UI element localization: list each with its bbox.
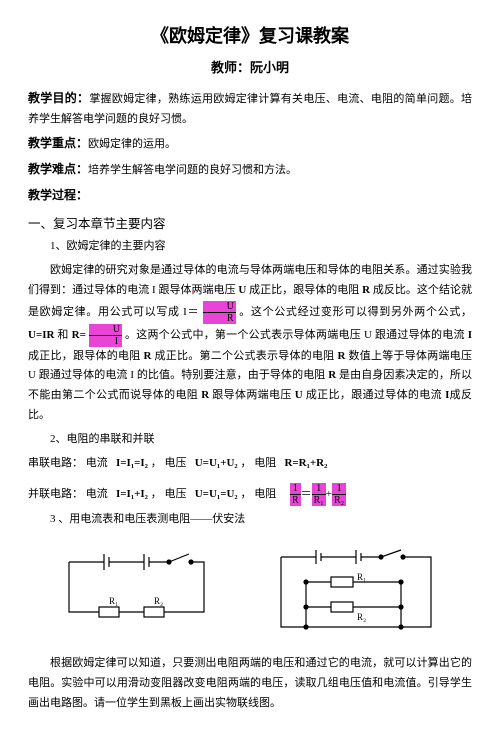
series-current: I=I₁=I₂ [116, 457, 148, 469]
difficulty-row: 教学难点：培养学生解答电学问题的良好习惯和方法。 [28, 159, 472, 181]
teacher-line: 教师：阮小明 [28, 56, 472, 79]
frac-r1: R₁ [312, 495, 326, 506]
series-voltage-lbl: 电压 [164, 457, 186, 469]
frac-1c: 1 [332, 483, 346, 495]
series-current-lbl: 电流 [86, 457, 108, 469]
parallel-circuit-diagram: R₁ R₂ [261, 542, 451, 642]
process-row: 教学过程： [28, 185, 472, 207]
goal-text: 掌握欧姆定律，熟练运用欧姆定律计算有关电压、电流、电阻的简单问题。培养学生解答电… [28, 93, 472, 125]
frac-1b: 1 [312, 483, 326, 495]
section-1-heading: 一、复习本章节主要内容 [28, 213, 472, 236]
fraction-1-over-r2: 1R₂ [332, 483, 346, 506]
frac-ra: R [290, 495, 301, 506]
doc-title: 《欧姆定律》复习课教案 [28, 20, 472, 52]
parallel-voltage-lbl: 电压 [164, 488, 186, 500]
formula-r-eq: R= [72, 329, 89, 341]
comma-3: ， [151, 488, 162, 500]
item-3-heading: 3 、用电流表和电压表测电阻——伏安法 [28, 510, 472, 530]
eq-1: ＝ [301, 488, 312, 500]
series-r2-label: R₂ [154, 596, 163, 606]
series-label: 串联电路： [28, 457, 83, 469]
r-symbol-5: R [201, 389, 209, 401]
r-symbol-4: R [328, 369, 336, 381]
frac-1a: 1 [290, 483, 301, 495]
process-label: 教学过程： [28, 188, 88, 202]
series-row: 串联电路： 电流 I=I₁=I₂ ， 电压 U=U₁+U₂ ， 电阻 R=R₁+… [28, 454, 472, 474]
frac-num-u: U [203, 301, 236, 313]
series-res: R=R₁+R₂ [284, 457, 327, 469]
keypoint-label: 教学重点： [28, 136, 88, 150]
ohm-text-10: 成正比，跟通过导体的电流 [303, 389, 445, 401]
parallel-row: 并联电路： 电流 I=I₁+I₂ ， 电压 U=U₁=U₂ ， 电阻 1R＝1R… [28, 483, 472, 506]
frac-r2: R₂ [332, 495, 346, 506]
parallel-res-lbl: 电阻 [254, 488, 276, 500]
item-1-heading: 1、欧姆定律的主要内容 [28, 237, 472, 257]
goal-label: 教学目的： [28, 91, 89, 105]
difficulty-label: 教学难点： [28, 162, 88, 176]
fraction-u-over-r: UR [203, 301, 236, 324]
frac-den-r: R [203, 313, 236, 324]
parallel-r1-label: R₁ [357, 572, 366, 582]
frac-den-i: I [89, 336, 122, 347]
parallel-current: I=I₁+I₂ [116, 488, 148, 500]
parallel-label: 并联电路： [28, 488, 83, 500]
series-r1-label: R₁ [109, 596, 118, 606]
frac-num-u2: U [89, 324, 122, 336]
ohm-text-2: 成正比，跟导体的电阻 [246, 284, 362, 296]
fraction-u-over-i: UI [89, 324, 122, 347]
fraction-1-over-r: 1R [290, 483, 301, 506]
formula-uir: U=IR [28, 329, 54, 341]
goal-row: 教学目的：掌握欧姆定律，熟练运用欧姆定律计算有关电压、电流、电阻的简单问题。培养… [28, 88, 472, 130]
series-circuit-diagram: R₁ R₂ [49, 542, 219, 632]
keypoint-row: 教学重点：欧姆定律的运用。 [28, 133, 472, 155]
i-symbol: I [468, 329, 472, 341]
fraction-1-over-r1: 1R₁ [312, 483, 326, 506]
ohm-text-5: 。这两个公式中，第一个公式表示导体两端电压 U 跟通过导体的电流 [122, 329, 468, 341]
ohm-text-9: 跟导体两端电压 [209, 389, 295, 401]
parallel-voltage: U=U₁=U₂ [195, 488, 238, 500]
circuit-diagrams-row: R₁ R₂ R₁ R [28, 542, 472, 642]
comma-2: ， [240, 457, 251, 469]
ohm-text-6a: 成正比，跟导体的电阻 [28, 350, 144, 362]
closing-paragraph: 根据欧姆定律可以知道，只要测出电阻两端的电压和通过它的电流，就可以计算出它的电阻… [28, 654, 472, 713]
difficulty-text: 培养学生解答电学问题的良好习惯和方法。 [88, 164, 297, 176]
keypoint-text: 欧姆定律的运用。 [88, 138, 176, 150]
series-res-lbl: 电阻 [254, 457, 276, 469]
ohm-text-6b: 成正比。第二个公式表示导体的电阻 [151, 350, 337, 362]
ohm-text-4: 。这个公式经过变形可以得到另外两个公式， [236, 306, 472, 318]
comma-4: ， [240, 488, 251, 500]
item-2-heading: 2、电阻的串联和并联 [28, 430, 472, 450]
u-symbol-2: U [295, 389, 303, 401]
ohm-main-para: 欧姆定律的研究对象是通过导体的电流与导体两端电压和导体的电阻关系。通过实验我们得… [28, 261, 472, 426]
parallel-current-lbl: 电流 [86, 488, 108, 500]
r-symbol-1: R [362, 284, 370, 296]
parallel-r2-label: R₂ [357, 612, 366, 622]
and-text: 和 [54, 329, 71, 341]
series-voltage: U=U₁+U₂ [195, 457, 238, 469]
comma-1: ， [151, 457, 162, 469]
